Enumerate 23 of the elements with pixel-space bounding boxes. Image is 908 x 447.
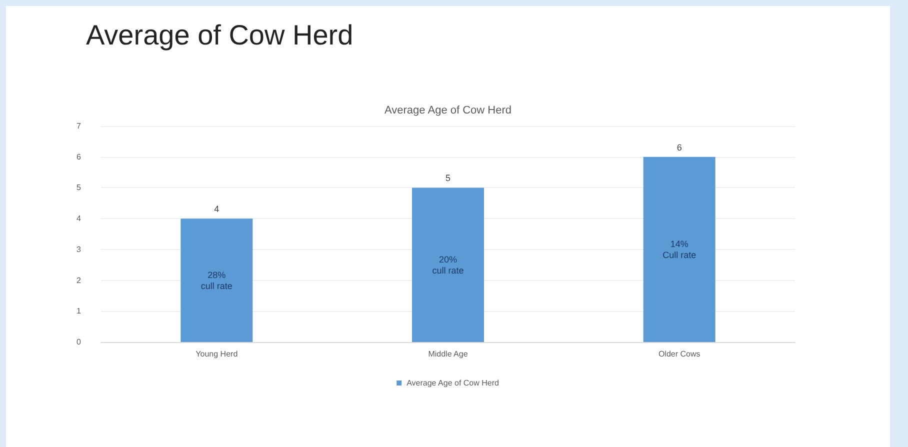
data-label: 5 bbox=[445, 173, 451, 184]
bar bbox=[412, 188, 484, 342]
chart-subtitle: Average Age of Cow Herd bbox=[384, 104, 512, 116]
x-tick-label: Older Cows bbox=[658, 350, 700, 358]
data-label: 6 bbox=[676, 142, 682, 152]
data-label: 4 bbox=[214, 204, 220, 214]
y-tick-label: 1 bbox=[76, 306, 82, 316]
legend-label: Average Age of Cow Herd bbox=[406, 378, 499, 388]
y-tick-label: 7 bbox=[76, 122, 82, 130]
y-tick-label: 2 bbox=[76, 276, 82, 285]
y-tick-label: 6 bbox=[76, 152, 82, 162]
chart-title: Average of Cow Herd bbox=[86, 20, 354, 50]
x-tick-label: Young Herd bbox=[196, 350, 238, 358]
y-tick-label: 4 bbox=[76, 214, 82, 224]
bar bbox=[643, 156, 716, 342]
y-tick-label: 3 bbox=[76, 244, 82, 254]
y-tick-label: 5 bbox=[76, 183, 82, 192]
annotation: 28% cull rate bbox=[200, 270, 232, 291]
annotation: 14% Cull rate bbox=[662, 238, 696, 260]
x-tick-label: Middle Age bbox=[428, 350, 468, 358]
annotation: 20% cull rate bbox=[432, 254, 464, 276]
bar bbox=[180, 218, 253, 342]
y-tick-label: 0 bbox=[76, 338, 82, 346]
